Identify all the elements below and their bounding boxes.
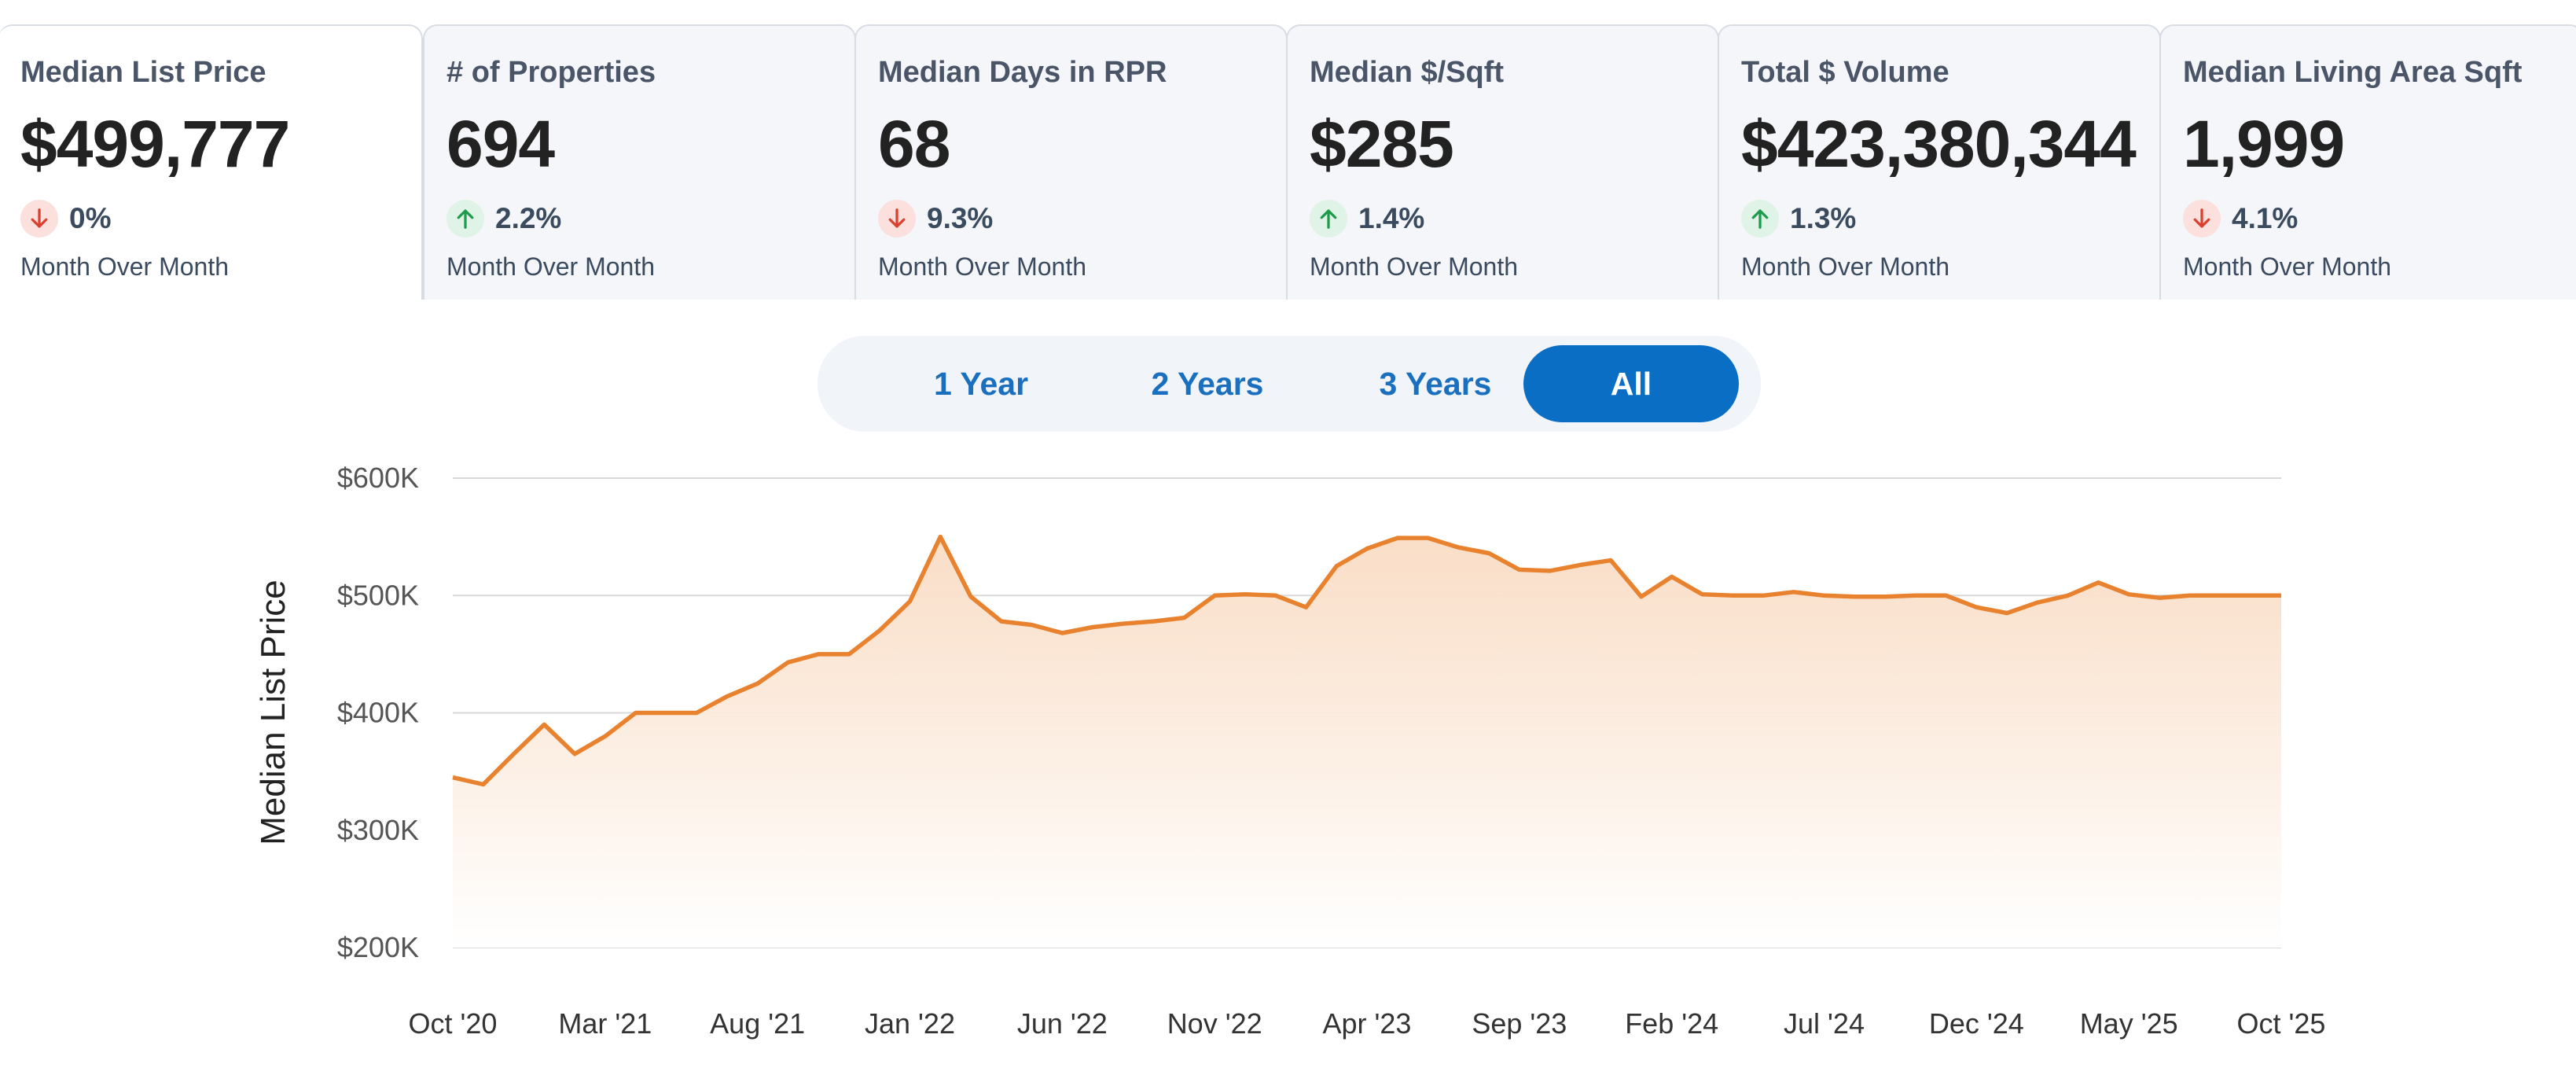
card-period: Month Over Month [446,252,655,281]
median-list-price-chart: $200K $300K $400K $500K $600K Oct '20 Mar '21… [254,462,2326,1040]
card-change: 1.4% [1310,199,1718,238]
y-tick-label: $400K [337,697,419,729]
card-label: Median Living Area Sqft [2183,56,2523,89]
card-value: 1,999 [2183,107,2345,181]
card-change: 0% [20,199,421,238]
card-change: 1.3% [1741,199,2159,238]
period-toggle: 1 Year 2 Years 3 Years All [818,336,1761,432]
x-tick-label: Oct '20 [409,1007,498,1040]
period-button-2-years[interactable]: 2 Years [1151,365,1264,402]
card-number-of-properties[interactable]: # of Properties 694 2.2% Month Over Mont… [423,24,856,300]
stat-cards: Median List Price $499,777 0% Month Over… [0,0,2576,300]
card-value: $423,380,344 [1741,107,2137,181]
card-label: Total $ Volume [1741,56,1949,89]
card-period: Month Over Month [2183,252,2391,281]
period-button-3-years[interactable]: 3 Years [1379,365,1492,402]
y-axis-ticks: $200K $300K $400K $500K $600K [337,462,419,963]
card-change-value: 1.3% [1790,202,1857,234]
card-value: $499,777 [20,107,290,181]
card-value: 68 [878,107,950,181]
card-change: 4.1% [2183,199,2576,238]
arrow-up-icon [446,200,484,237]
x-tick-label: Mar '21 [558,1007,652,1040]
card-change-value: 1.4% [1358,202,1425,234]
card-value: 694 [446,107,555,181]
x-tick-label: Jan '22 [865,1007,955,1040]
series-line-path [452,534,2281,787]
area-fill [453,536,2281,948]
x-tick-label: Dec '24 [1929,1007,2024,1040]
card-period: Month Over Month [1741,252,1949,281]
card-change: 2.2% [446,199,854,238]
card-median-living-area[interactable]: Median Living Area Sqft 1,999 4.1% Month… [2159,24,2576,300]
card-change-value: 2.2% [495,202,562,234]
x-tick-label: Apr '23 [1323,1007,1412,1040]
x-tick-label: Feb '24 [1625,1007,1718,1040]
card-label: Median List Price [20,56,266,89]
arrow-down-icon [20,200,58,237]
card-change-value: 0% [69,202,112,234]
x-tick-label: Oct '25 [2237,1007,2326,1040]
y-tick-label: $600K [337,462,419,494]
card-change: 9.3% [878,199,1286,238]
arrow-up-icon [1310,200,1347,237]
card-label: # of Properties [446,56,656,89]
card-median-list-price[interactable]: Median List Price $499,777 0% Month Over… [0,24,423,300]
card-change-value: 4.1% [2232,202,2299,234]
x-tick-label: May '25 [2080,1007,2178,1040]
period-button-all[interactable]: All [1523,345,1739,422]
x-tick-label: Jul '24 [1784,1007,1865,1040]
x-tick-label: Sep '23 [1472,1007,1567,1040]
arrow-down-icon [2183,200,2221,237]
card-value: $285 [1310,107,1454,181]
card-median-days-in-rpr[interactable]: Median Days in RPR 68 9.3% Month Over Mo… [854,24,1288,300]
x-tick-label: Aug '21 [710,1007,805,1040]
arrow-up-icon [1741,200,1779,237]
card-period: Month Over Month [1310,252,1518,281]
card-label: Median Days in RPR [878,56,1167,89]
x-tick-label: Nov '22 [1167,1007,1262,1040]
card-change-value: 9.3% [927,202,994,234]
series-line [452,534,2281,787]
card-median-price-per-sqft[interactable]: Median $/Sqft $285 1.4% Month Over Month [1286,24,1719,300]
card-period: Month Over Month [20,252,229,281]
y-tick-label: $300K [337,814,419,846]
y-tick-label: $500K [337,579,419,611]
arrow-down-icon [878,200,916,237]
area-fill-path [453,536,2281,948]
y-tick-label: $200K [337,931,419,963]
y-axis-title: Median List Price [254,580,292,845]
x-tick-label: Jun '22 [1017,1007,1108,1040]
card-label: Median $/Sqft [1310,56,1505,89]
x-axis-ticks: Oct '20 Mar '21 Aug '21 Jan '22 Jun '22 Nov '… [409,1007,2326,1040]
card-period: Month Over Month [878,252,1086,281]
period-button-1-year[interactable]: 1 Year [933,365,1029,402]
card-total-volume[interactable]: Total $ Volume $423,380,344 1.3% Month O… [1718,24,2161,300]
